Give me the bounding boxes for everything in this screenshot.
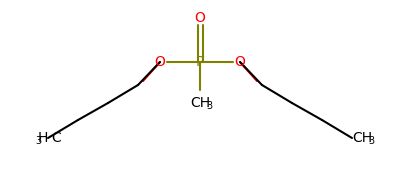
Text: CH: CH [190, 96, 210, 110]
Text: P: P [196, 55, 204, 69]
Text: H: H [38, 131, 48, 145]
Text: C: C [51, 131, 61, 145]
Text: 3: 3 [206, 101, 212, 111]
Text: CH: CH [352, 131, 372, 145]
Text: O: O [194, 11, 206, 25]
Text: O: O [154, 55, 166, 69]
Text: O: O [234, 55, 246, 69]
Text: 3: 3 [35, 136, 41, 146]
Text: 3: 3 [368, 136, 374, 146]
